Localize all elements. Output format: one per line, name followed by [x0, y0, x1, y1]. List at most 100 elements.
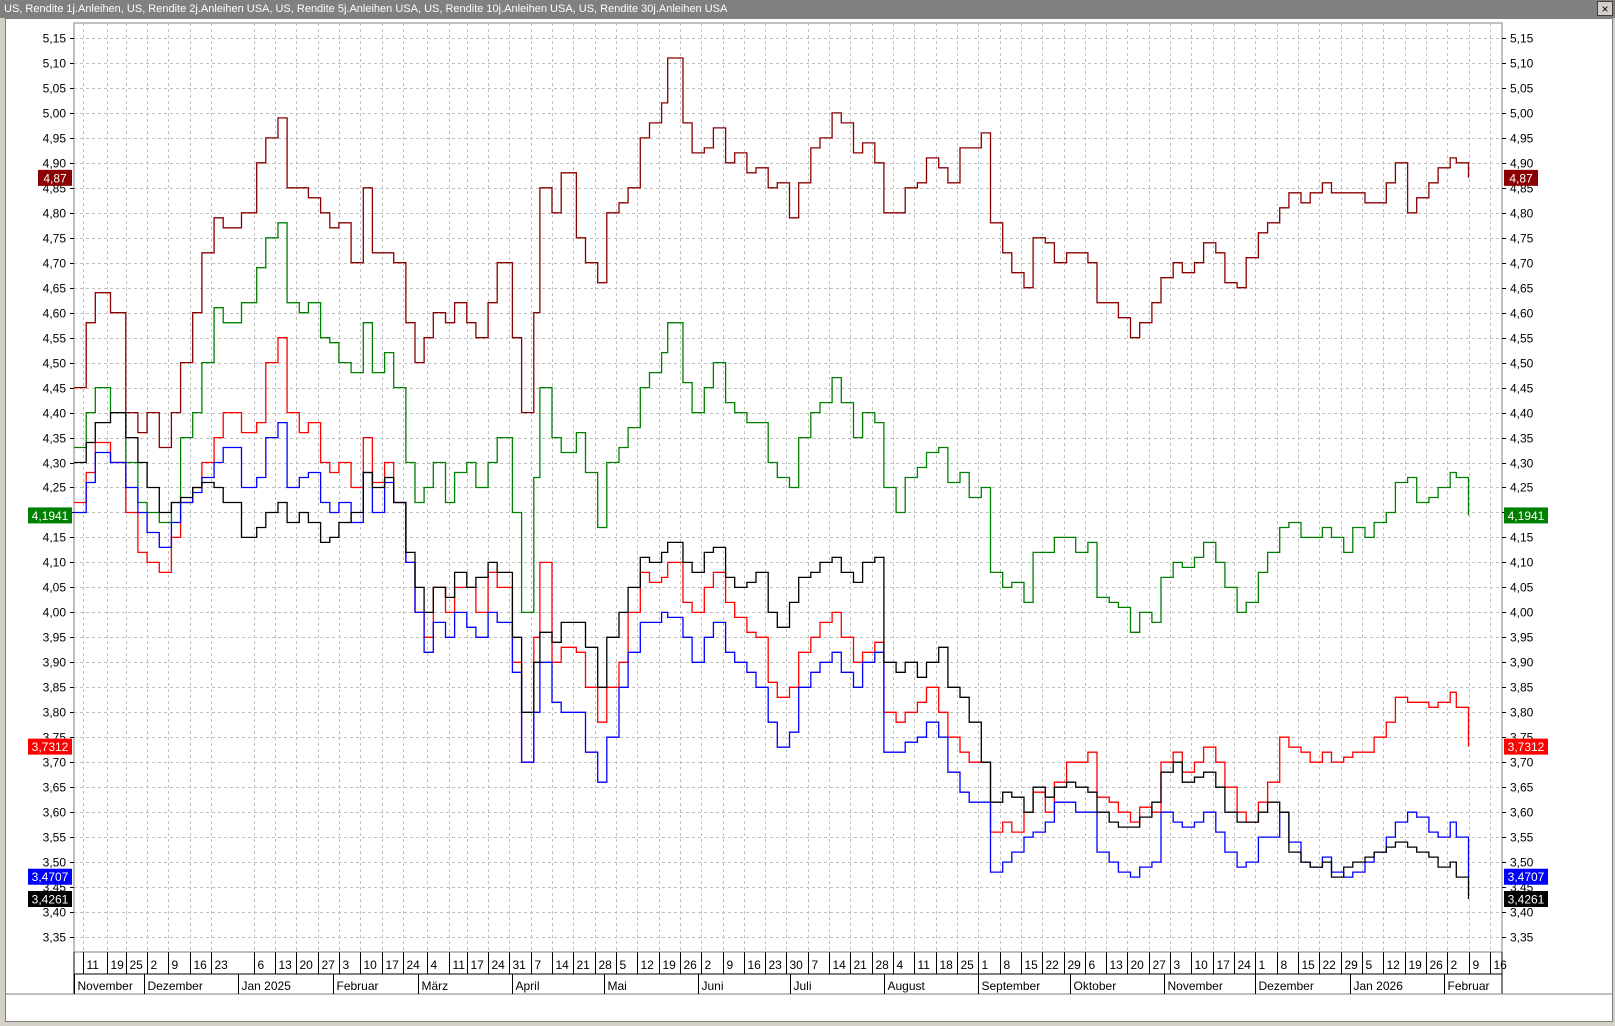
x-day-tick-label: 25	[130, 958, 144, 972]
x-day-tick-label: 12	[641, 958, 655, 972]
last-value-box-right-1	[1504, 169, 1538, 186]
y-tick-label-right: 3,85	[1510, 681, 1534, 695]
last-value-box-right-5	[1504, 891, 1548, 908]
x-day-tick-label: 29	[1345, 958, 1359, 972]
y-tick-label-right: 4,35	[1510, 432, 1534, 446]
x-day-tick-label: 22	[1323, 958, 1337, 972]
series-line-3	[74, 337, 1470, 833]
x-day-tick-label: 15	[1302, 958, 1316, 972]
last-value-label-left-5: 3,4261	[32, 893, 69, 907]
y-tick-label-left: 3,35	[43, 931, 67, 945]
y-tick-label-left: 3,95	[43, 631, 67, 645]
y-tick-label-right: 3,70	[1510, 756, 1534, 770]
y-tick-label-left: 3,65	[43, 781, 67, 795]
y-tick-label-left: 4,60	[43, 307, 67, 321]
y-tick-label-left: 4,10	[43, 556, 67, 570]
x-month-label: September	[982, 979, 1041, 993]
x-month-label: April	[516, 979, 540, 993]
x-day-tick-label: 8	[1004, 958, 1011, 972]
x-day-tick-label: 31	[513, 958, 527, 972]
last-value-box-left-3	[28, 738, 72, 755]
x-day-tick-label: 7	[535, 958, 542, 972]
last-value-label-right-4: 3,4707	[1508, 870, 1545, 884]
y-tick-label-left: 4,25	[43, 481, 67, 495]
x-day-tick-label: 27	[322, 958, 336, 972]
x-day-tick-label: 5	[620, 958, 627, 972]
x-day-tick-label: 4	[897, 958, 904, 972]
x-month-label: Juli	[794, 979, 812, 993]
last-value-box-left-2	[28, 507, 72, 524]
x-month-label: Juni	[702, 979, 724, 993]
y-tick-label-left: 3,85	[43, 681, 67, 695]
x-day-tick-label: 2	[1451, 958, 1458, 972]
x-day-tick-label: 16	[194, 958, 208, 972]
y-tick-label-left: 3,50	[43, 856, 67, 870]
y-tick-label-left: 4,65	[43, 282, 67, 296]
y-tick-label-right: 3,80	[1510, 706, 1534, 720]
x-day-tick-label: 20	[300, 958, 314, 972]
y-tick-label-right: 5,10	[1510, 57, 1534, 71]
x-day-tick-label: 9	[727, 958, 734, 972]
last-value-label-right-2: 4,1941	[1508, 509, 1545, 523]
y-tick-label-right: 4,05	[1510, 581, 1534, 595]
last-value-label-right-3: 3,7312	[1508, 740, 1545, 754]
y-tick-label-left: 3,60	[43, 806, 67, 820]
x-day-tick-label: 12	[1387, 958, 1401, 972]
y-tick-label-left: 4,70	[43, 257, 67, 271]
y-tick-label-right: 4,10	[1510, 556, 1534, 570]
y-tick-label-right: 4,65	[1510, 282, 1534, 296]
y-tick-label-left: 4,50	[43, 357, 67, 371]
last-value-label-right-5: 3,4261	[1508, 893, 1545, 907]
y-tick-label-left: 5,05	[43, 82, 67, 96]
x-month-label: Februar	[1448, 979, 1490, 993]
x-day-tick-label: 4	[431, 958, 438, 972]
x-day-tick-label: 21	[854, 958, 868, 972]
x-day-tick-label: 23	[215, 958, 229, 972]
y-tick-label-right: 3,60	[1510, 806, 1534, 820]
y-tick-label-right: 4,95	[1510, 132, 1534, 146]
last-value-label-right-1: 4,87	[1509, 171, 1533, 185]
x-day-tick-label: 9	[1473, 958, 1480, 972]
x-day-tick-label: 8	[1281, 958, 1288, 972]
y-tick-label-left: 4,45	[43, 382, 67, 396]
y-tick-label-left: 4,55	[43, 332, 67, 346]
series-line-2	[74, 222, 1470, 633]
y-tick-label-left: 5,00	[43, 107, 67, 121]
x-month-label: August	[888, 979, 926, 993]
y-tick-label-right: 3,65	[1510, 781, 1534, 795]
series-line-4	[74, 421, 1470, 878]
x-day-tick-label: 17	[1217, 958, 1231, 972]
y-tick-label-right: 4,00	[1510, 606, 1534, 620]
last-value-box-right-4	[1504, 868, 1548, 885]
yield-chart: 5,15 5,15 5,10 5,10 5,05 5,05 5,00 5,00 4,95 4,95…	[6, 19, 1612, 1021]
x-day-tick-label: 13	[279, 958, 293, 972]
y-tick-label-left: 4,75	[43, 232, 67, 246]
y-tick-label-left: 4,00	[43, 606, 67, 620]
y-tick-label-left: 3,80	[43, 706, 67, 720]
y-tick-label-left: 4,30	[43, 457, 67, 471]
x-day-tick-label: 2	[151, 958, 158, 972]
x-day-tick-label: 22	[1046, 958, 1060, 972]
x-day-tick-label: 24	[1238, 958, 1252, 972]
last-value-label-left-4: 3,4707	[32, 870, 69, 884]
x-day-tick-label: 28	[876, 958, 890, 972]
x-month-label: März	[422, 979, 449, 993]
x-day-tick-label: 2	[705, 958, 712, 972]
x-day-tick-label: 23	[769, 958, 783, 972]
x-day-tick-label: 16	[1494, 958, 1508, 972]
x-day-tick-label: 21	[577, 958, 591, 972]
x-day-tick-label: 6	[258, 958, 265, 972]
last-value-label-left-2: 4,1941	[32, 509, 69, 523]
y-tick-label-right: 4,60	[1510, 307, 1534, 321]
window-title: US, Rendite 1j.Anleihen, US, Rendite 2j.…	[4, 3, 728, 15]
last-value-label-left-3: 3,7312	[32, 740, 69, 754]
y-tick-label-right: 3,95	[1510, 631, 1534, 645]
y-tick-label-left: 4,95	[43, 132, 67, 146]
close-button[interactable]: ×	[1597, 1, 1613, 16]
x-day-tick-label: 30	[790, 958, 804, 972]
x-day-tick-label: 26	[684, 958, 698, 972]
y-tick-label-left: 4,05	[43, 581, 67, 595]
last-value-box-left-1	[38, 169, 72, 186]
x-day-tick-label: 27	[1153, 958, 1167, 972]
